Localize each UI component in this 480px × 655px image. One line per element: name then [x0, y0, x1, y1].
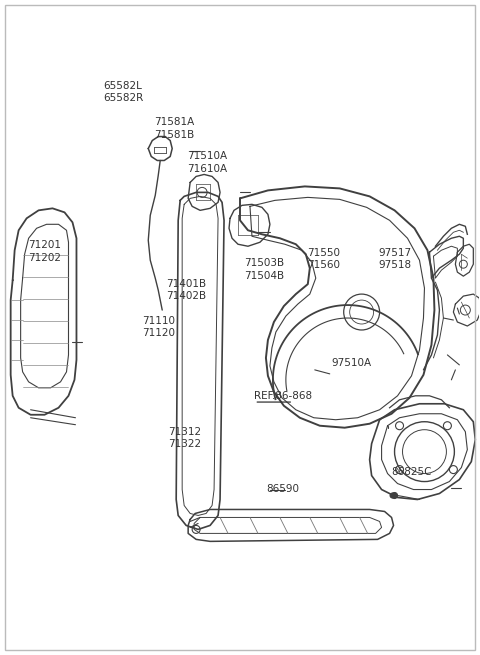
Text: 65582L: 65582L: [104, 81, 143, 91]
Text: REF.86-868: REF.86-868: [254, 391, 312, 401]
Text: 65582R: 65582R: [104, 93, 144, 103]
Text: 71610A: 71610A: [187, 164, 228, 174]
Circle shape: [392, 493, 397, 498]
Text: 71503B: 71503B: [244, 259, 284, 269]
Text: 71581B: 71581B: [154, 130, 194, 140]
Circle shape: [390, 493, 395, 498]
Text: 71401B: 71401B: [166, 279, 206, 289]
Text: 71560: 71560: [307, 261, 340, 271]
Text: 71322: 71322: [168, 440, 201, 449]
Text: 71201: 71201: [28, 240, 61, 250]
Text: 71120: 71120: [142, 328, 175, 339]
Text: 71581A: 71581A: [154, 117, 194, 128]
Text: 97517: 97517: [379, 248, 412, 258]
Text: 97518: 97518: [379, 261, 412, 271]
Text: 71402B: 71402B: [166, 291, 206, 301]
Text: 71312: 71312: [168, 427, 201, 437]
Text: 86590: 86590: [266, 485, 300, 495]
Text: 71550: 71550: [307, 248, 340, 258]
Text: 97510A: 97510A: [331, 358, 371, 368]
Text: 86825C: 86825C: [391, 468, 431, 477]
Text: 71202: 71202: [28, 253, 61, 263]
Text: 71504B: 71504B: [244, 271, 284, 281]
Text: 71510A: 71510A: [187, 151, 228, 161]
Text: 71110: 71110: [142, 316, 175, 326]
